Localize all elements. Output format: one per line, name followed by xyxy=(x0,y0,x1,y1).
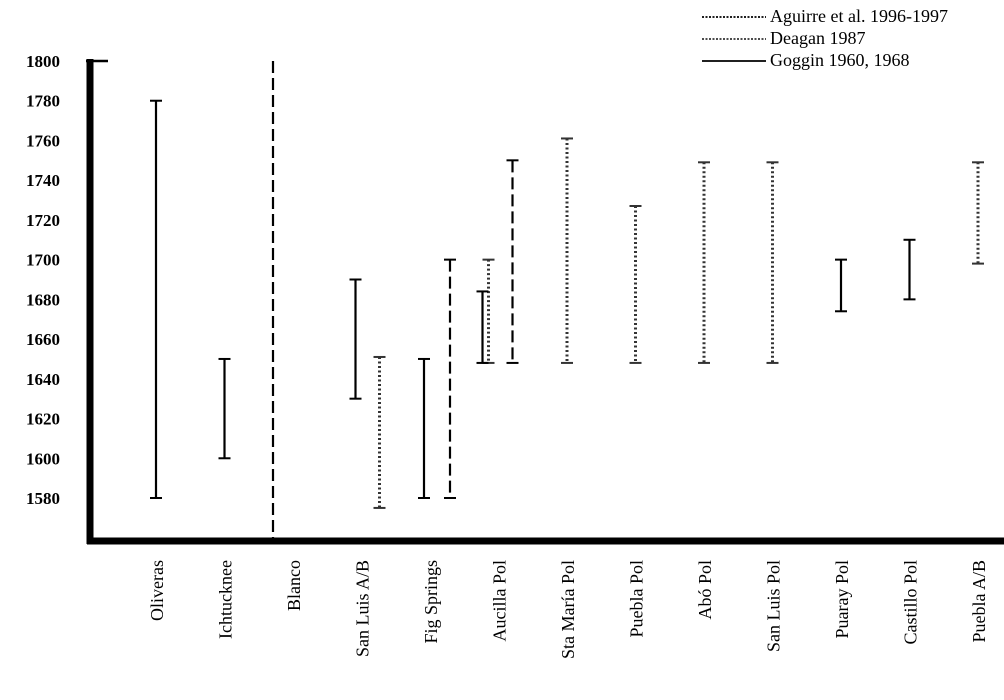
legend-label: Goggin 1960, 1968 xyxy=(770,50,910,70)
y-tick-label: 1660 xyxy=(26,330,60,349)
x-tick-label: Oliveras xyxy=(147,560,167,621)
x-tick-label: Castillo Pol xyxy=(901,560,921,645)
y-tick-label: 1640 xyxy=(26,370,60,389)
range-bars xyxy=(150,61,984,538)
range-bar xyxy=(506,159,519,364)
legend-item: Aguirre et al. 1996-1997 xyxy=(702,6,948,26)
y-tick-label: 1720 xyxy=(26,211,60,230)
x-tick-label: San Luis Pol xyxy=(764,560,784,652)
range-bar xyxy=(373,355,386,509)
y-tick-label: 1620 xyxy=(26,410,60,429)
x-tick-label: Puebla A/B xyxy=(969,560,989,643)
y-tick-label: 1760 xyxy=(26,131,60,150)
y-tick-label: 1700 xyxy=(26,251,60,270)
range-bar xyxy=(349,278,362,400)
legend-label: Aguirre et al. 1996-1997 xyxy=(770,6,948,26)
y-tick-label: 1600 xyxy=(26,449,60,468)
range-bar xyxy=(476,290,489,364)
range-bar xyxy=(972,161,984,265)
x-axis: Oliveras Ichtucknee Blanco San Luis A/B Fig … xyxy=(87,537,1004,659)
x-tick-label: Sta María Pol xyxy=(558,560,578,659)
range-bar xyxy=(444,258,456,499)
y-tick-label: 1780 xyxy=(26,92,60,111)
range-bar xyxy=(561,137,573,364)
range-bar xyxy=(835,258,847,313)
x-tick-label: Abó Pol xyxy=(695,560,715,620)
x-tick-label: Ichtucknee xyxy=(216,560,236,639)
y-tick-label: 1800 xyxy=(26,52,60,71)
range-bar xyxy=(698,161,710,364)
y-tick-label: 1580 xyxy=(26,489,60,508)
x-tick-label: Fig Springs xyxy=(421,560,441,644)
y-tick-label: 1740 xyxy=(26,171,60,190)
legend-label: Deagan 1987 xyxy=(770,28,865,48)
range-bar xyxy=(418,357,430,499)
range-bar xyxy=(218,357,231,460)
x-tick-label: Puebla Pol xyxy=(627,560,647,638)
legend-item: Goggin 1960, 1968 xyxy=(702,50,910,70)
range-bar xyxy=(903,238,916,301)
range-bar xyxy=(482,258,495,364)
y-axis: 1800 1780 1760 1740 1720 1700 1680 1660 1640 1620… xyxy=(26,52,108,544)
range-bar xyxy=(150,99,162,499)
x-tick-label: Puaray Pol xyxy=(832,560,852,639)
y-tick-label: 1680 xyxy=(26,290,60,309)
x-tick-label: Blanco xyxy=(284,560,304,611)
x-tick-label: Aucilla Pol xyxy=(490,560,510,642)
legend-item: Deagan 1987 xyxy=(702,28,865,48)
x-tick-label: San Luis A/B xyxy=(353,560,373,657)
range-bar xyxy=(766,161,779,364)
range-bar xyxy=(629,205,642,364)
